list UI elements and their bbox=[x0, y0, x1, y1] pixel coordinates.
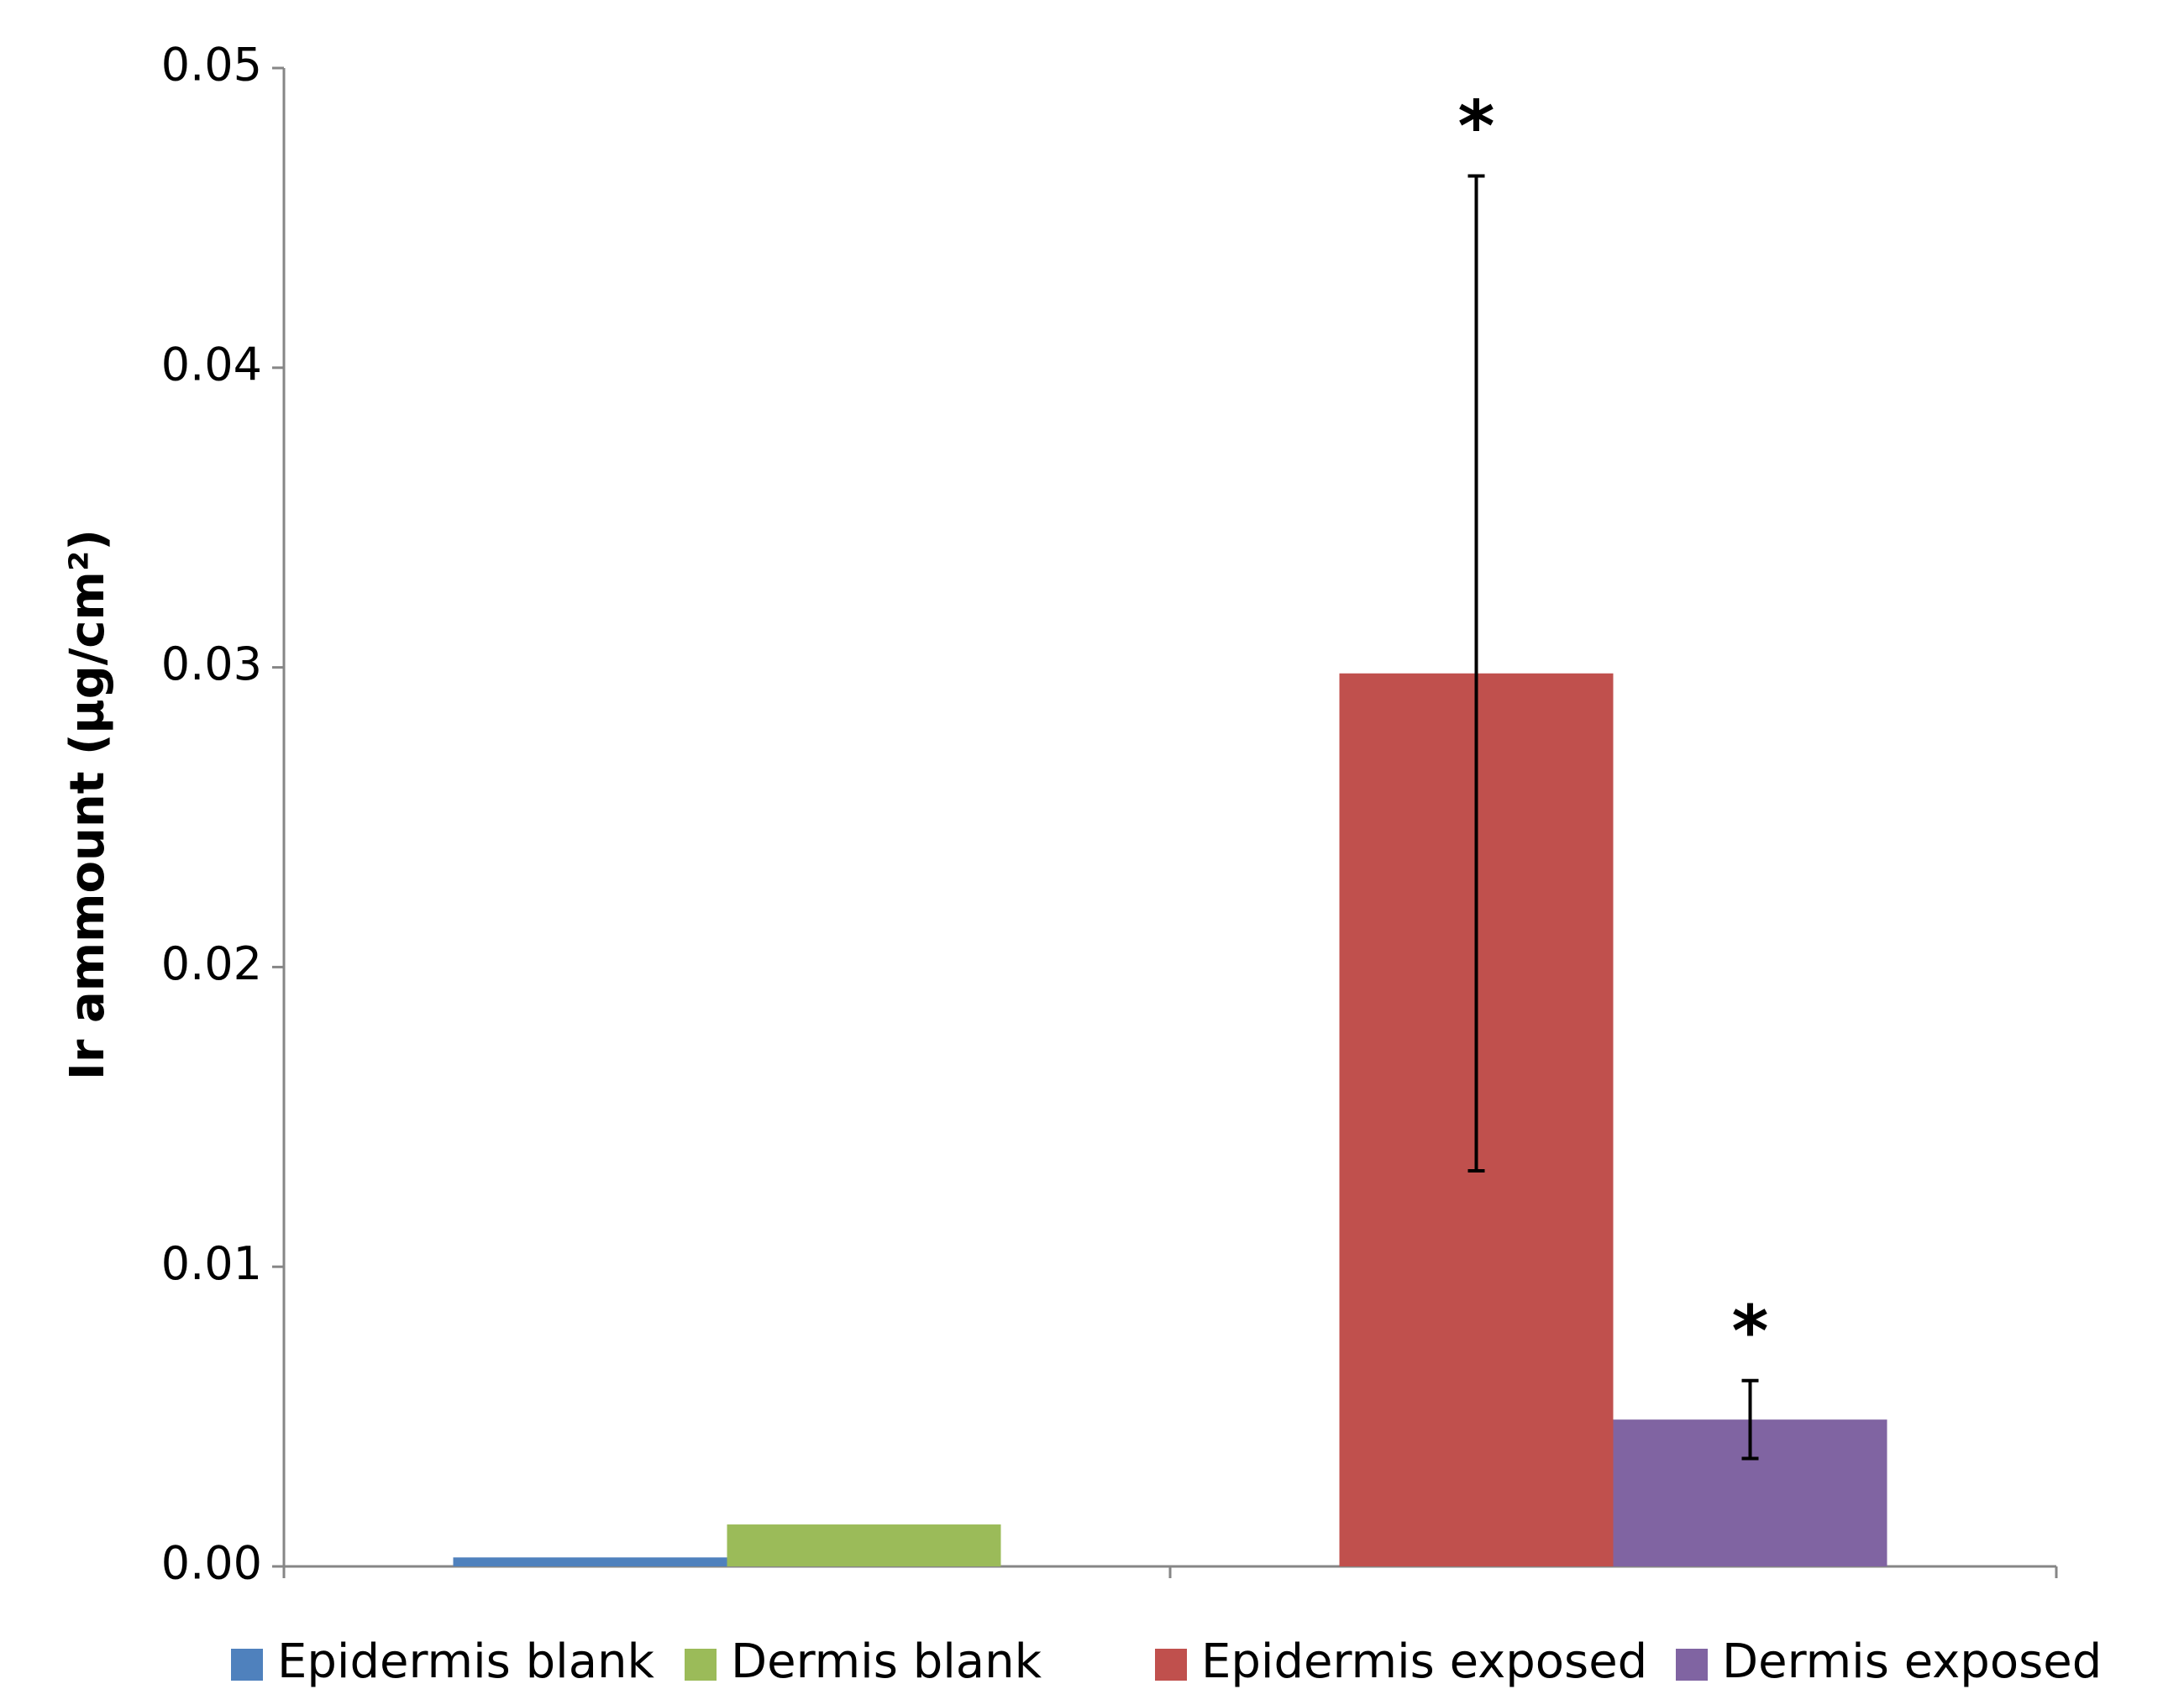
significance-marker: * bbox=[1458, 85, 1495, 167]
y-tick-label: 0.02 bbox=[161, 937, 262, 990]
legend-label: Epidermis exposed bbox=[1201, 1634, 1647, 1689]
axes: 0.00 0.01 0.02 0.03 0.04 0.05 bbox=[161, 39, 2058, 1590]
bar-dermis-blank bbox=[727, 1524, 1001, 1566]
legend-label: Dermis blank bbox=[731, 1634, 1042, 1689]
legend-label: Dermis exposed bbox=[1722, 1634, 2102, 1689]
error-bars bbox=[1467, 174, 1759, 1461]
legend-swatch bbox=[685, 1649, 717, 1681]
legend-label: Epidermis blank bbox=[277, 1634, 655, 1689]
annotations: ** bbox=[1458, 85, 1769, 1372]
y-tick-label: 0.04 bbox=[161, 338, 262, 391]
legend: Epidermis blank Dermis blank Epidermis exp… bbox=[231, 1634, 2102, 1689]
legend-swatch bbox=[1155, 1649, 1187, 1681]
y-tick-label: 0.01 bbox=[161, 1237, 262, 1290]
y-tick-label: 0.00 bbox=[161, 1537, 262, 1590]
legend-swatch bbox=[231, 1649, 263, 1681]
y-tick-label: 0.05 bbox=[161, 39, 262, 92]
bar-epidermis-blank bbox=[453, 1557, 727, 1566]
significance-marker: * bbox=[1732, 1290, 1769, 1372]
legend-swatch bbox=[1676, 1649, 1708, 1681]
y-tick-label: 0.03 bbox=[161, 637, 262, 690]
y-axis-label: Ir ammount (µg/cm²) bbox=[60, 529, 115, 1080]
bars bbox=[453, 673, 1887, 1566]
